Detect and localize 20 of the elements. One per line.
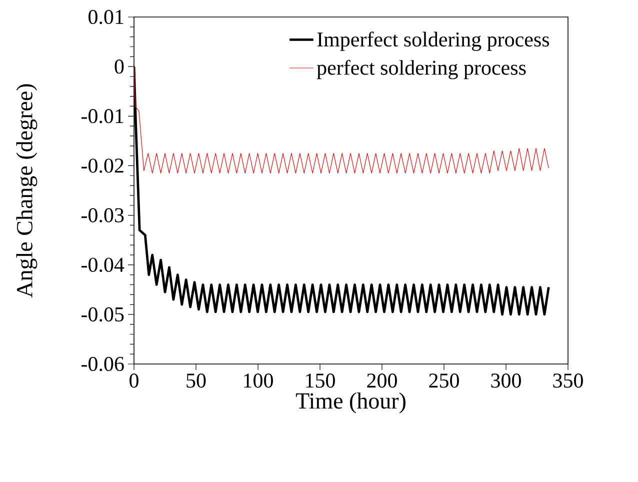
x-tick-label: 250	[429, 374, 459, 388]
y-tick-label: -0.04	[82, 258, 124, 272]
x-tick-label: 300	[491, 374, 521, 388]
y-axis-title: Angle Change (degree)	[16, 84, 38, 298]
y-tick-label: 0	[114, 59, 124, 74]
x-tick-label: 350	[553, 374, 583, 388]
x-tick-label: 0	[130, 374, 138, 388]
y-tick-label: -0.03	[82, 208, 124, 222]
legend-label: Imperfect soldering process	[317, 32, 550, 51]
y-tick-label: -0.01	[82, 109, 124, 124]
x-axis-title: Time (hour)	[296, 392, 406, 414]
y-tick-label: -0.05	[82, 307, 124, 322]
y-tick-label: -0.02	[82, 158, 124, 173]
x-tick-label: 50	[186, 374, 206, 388]
x-tick-label: 150	[306, 374, 335, 388]
x-tick-label: 200	[367, 374, 397, 388]
y-tick-label: 0.01	[88, 10, 124, 24]
legend-label: perfect soldering process	[316, 60, 526, 80]
x-tick-label: 100	[244, 374, 273, 388]
y-tick-label: -0.06	[82, 356, 124, 372]
